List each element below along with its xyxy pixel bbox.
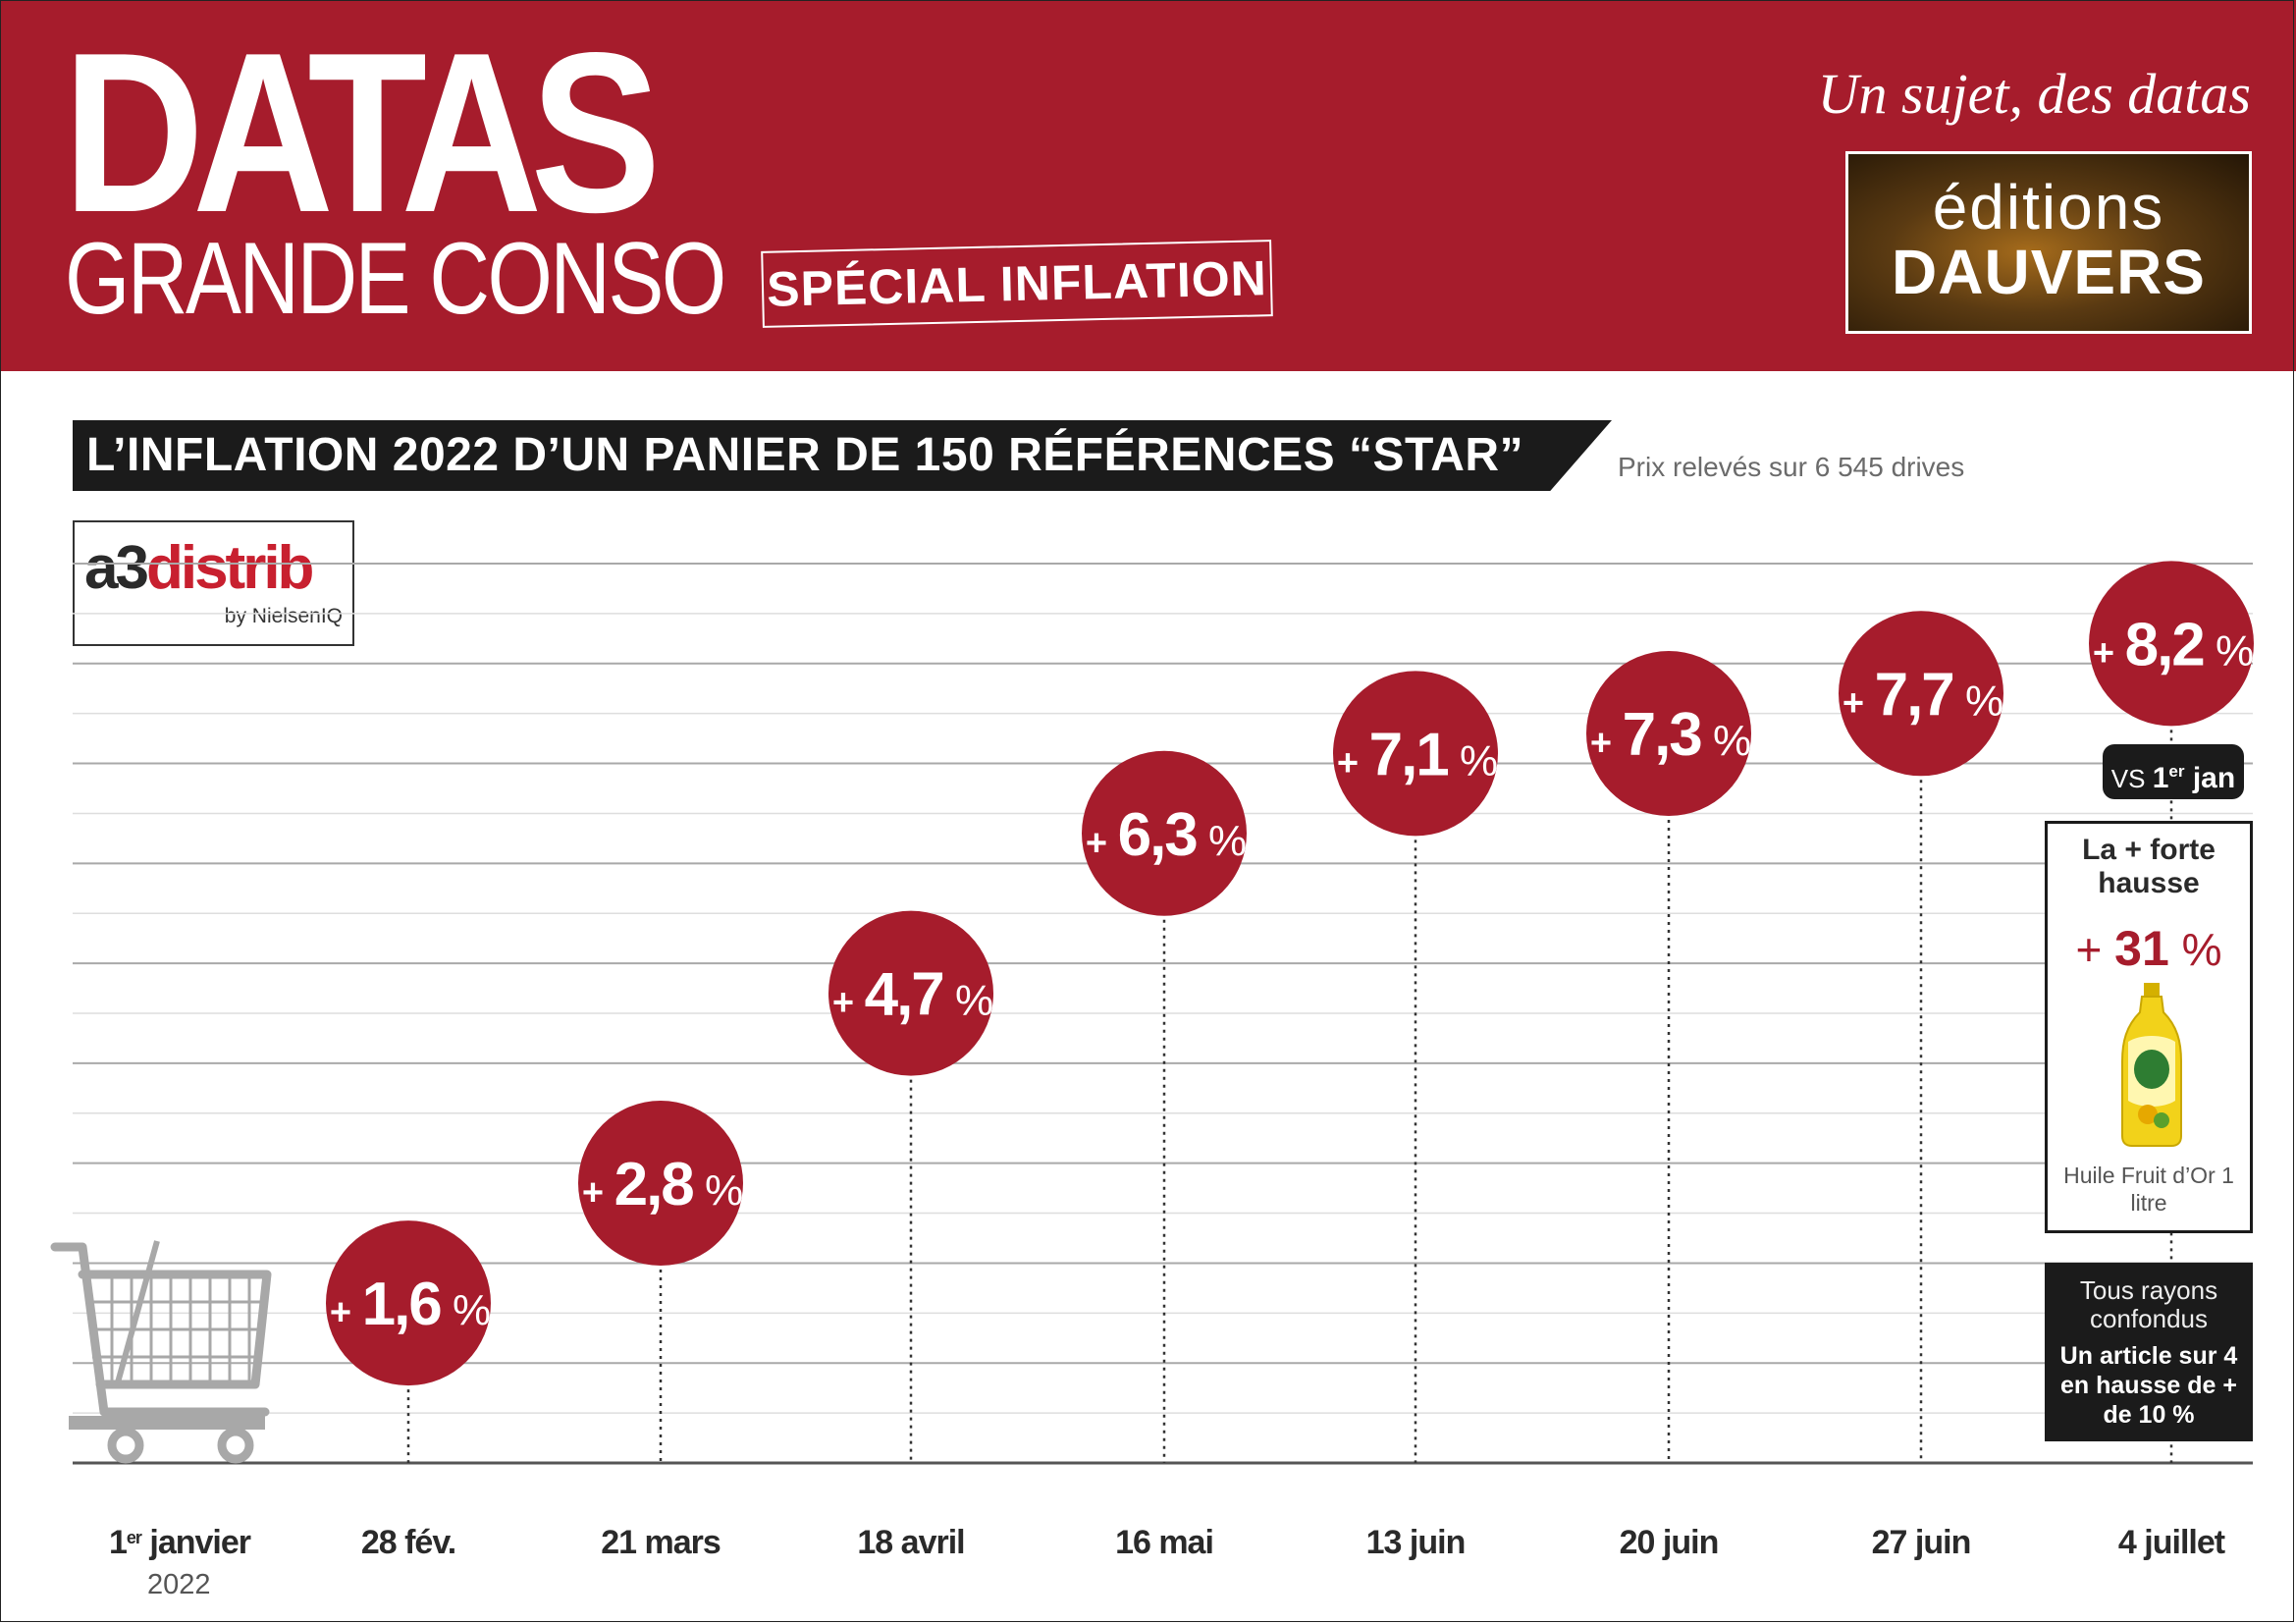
vs-day-number: 1 — [2152, 762, 2169, 794]
x-axis-label: 13 juin — [1365, 1524, 1467, 1561]
value-label: + 7,7 % — [1842, 661, 2003, 729]
value-bubble: + 7,7 % — [1839, 611, 2003, 777]
value-bubble: + 1,6 % — [326, 1220, 491, 1386]
value-bubble: + 8,2 % — [2089, 561, 2254, 727]
chart-bubbles: + 1,6 % + 2,8 % + 4,7 % + 6,3 % + 7,1 % + 7,3… — [326, 561, 2254, 1386]
publisher-logo: éditions DAUVERS — [1845, 151, 2252, 334]
x-axis-label: 1er janvier — [108, 1524, 251, 1561]
x-axis-label: 20 juin — [1619, 1524, 1720, 1561]
x-axis-label: 18 avril — [857, 1524, 965, 1561]
value-bubble: + 4,7 % — [828, 910, 993, 1076]
value-bubble: + 2,8 % — [578, 1101, 743, 1267]
value-label: + 2,8 % — [582, 1151, 743, 1218]
publisher-logo-line2: DAUVERS — [1892, 237, 2206, 307]
x-axis-label: 28 fév. — [360, 1524, 456, 1561]
highest-increase-product: Huile Fruit d’Or 1 litre — [2063, 1163, 2234, 1216]
vs-month: jan — [2192, 762, 2236, 794]
value-point — [1082, 750, 1247, 916]
brand-subtitle: GRANDE CONSO — [65, 222, 726, 336]
chart-subtitle: Prix relevés sur 6 545 drives — [1618, 452, 1965, 482]
value-label: + 8,2 % — [2093, 611, 2254, 678]
publisher-logo-line1: éditions — [1932, 172, 2165, 243]
source-logo-distrib: distrib — [145, 534, 314, 602]
value-label: + 4,7 % — [832, 961, 993, 1029]
chart-gridlines — [73, 563, 2253, 1465]
source-logo: a3distrib by NielsenIQ — [73, 520, 354, 646]
highest-increase-plus: + — [2075, 924, 2103, 975]
header-banner: DATAS GRANDE CONSO SPÉCIAL INFLATION Un … — [0, 0, 2296, 371]
value-point — [2089, 561, 2254, 727]
highest-increase-title: La + forte hausse — [2082, 834, 2216, 899]
value-point — [1333, 671, 1498, 837]
value-label: + 7,1 % — [1337, 721, 1498, 788]
value-bubble: + 6,3 % — [1082, 750, 1247, 916]
value-point — [1586, 651, 1751, 817]
vs-january-badge: VS 1er jan — [2103, 744, 2244, 799]
value-bubble: + 7,3 % — [1586, 651, 1751, 817]
x-axis-label: 16 mai — [1115, 1524, 1214, 1561]
highest-increase-card: La + forte hausse + 31 % Huile Fruit d’O… — [2045, 821, 2253, 1233]
x-axis-label: 27 juin — [1871, 1524, 1972, 1561]
value-point — [1839, 611, 2003, 777]
source-logo-a3: a3 — [84, 534, 149, 602]
highest-increase-value: + 31 % — [2048, 920, 2250, 977]
highest-increase-number: 31 — [2114, 921, 2169, 976]
x-axis-year: 2022 — [147, 1569, 211, 1600]
value-point — [326, 1220, 491, 1386]
value-point — [828, 910, 993, 1076]
vs-day-suffix: er — [2168, 762, 2185, 781]
value-label: + 7,3 % — [1590, 701, 1751, 769]
tagline: Un sujet, des datas — [1817, 62, 2251, 126]
source-logo-by: by NielsenIQ — [224, 605, 343, 627]
value-point — [578, 1101, 743, 1267]
value-label: + 1,6 % — [330, 1271, 491, 1338]
shopping-cart-icon — [50, 1240, 272, 1464]
value-bubble: + 7,1 % — [1333, 671, 1498, 837]
all-aisles-box: Tous rayons confondus Un article sur 4 e… — [2045, 1263, 2253, 1441]
value-label: + 6,3 % — [1086, 801, 1247, 869]
highest-increase-unit: % — [2181, 924, 2222, 975]
brand-title: DATAS — [63, 6, 661, 260]
chart-title: L’INFLATION 2022 D’UN PANIER DE 150 RÉFÉ… — [86, 429, 1524, 481]
one-in-four-label: Un article sur 4 en hausse de + de 10 % — [2059, 1342, 2238, 1429]
x-axis-label: 4 juillet — [2117, 1524, 2225, 1561]
x-axis-label: 21 mars — [601, 1524, 721, 1561]
vs-prefix: VS — [2110, 764, 2146, 793]
source-logo-name: a3distrib — [84, 538, 314, 599]
vs-day: 1er jan — [2153, 762, 2235, 794]
oil-bottle-image — [2121, 983, 2182, 1147]
title-bar — [73, 420, 1612, 491]
all-aisles-label: Tous rayons confondus — [2079, 1275, 2218, 1333]
